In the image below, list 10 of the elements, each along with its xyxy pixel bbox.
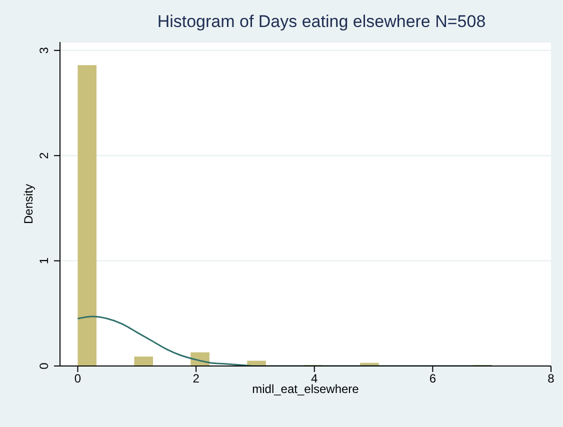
- x-tick-label: 6: [429, 372, 436, 386]
- x-tick-label: 2: [192, 372, 200, 386]
- y-axis-title: Density: [21, 184, 36, 224]
- y-tick-label: 2: [37, 152, 51, 159]
- x-tick-label: 0: [74, 372, 82, 386]
- y-tick-label: 3: [37, 46, 51, 54]
- chart-title: Histogram of Days eating elsewhere N=508: [156, 12, 487, 32]
- x-tick-label: 8: [548, 372, 555, 386]
- y-tick-label: 0: [37, 362, 51, 370]
- y-tick-label: 1: [37, 257, 51, 264]
